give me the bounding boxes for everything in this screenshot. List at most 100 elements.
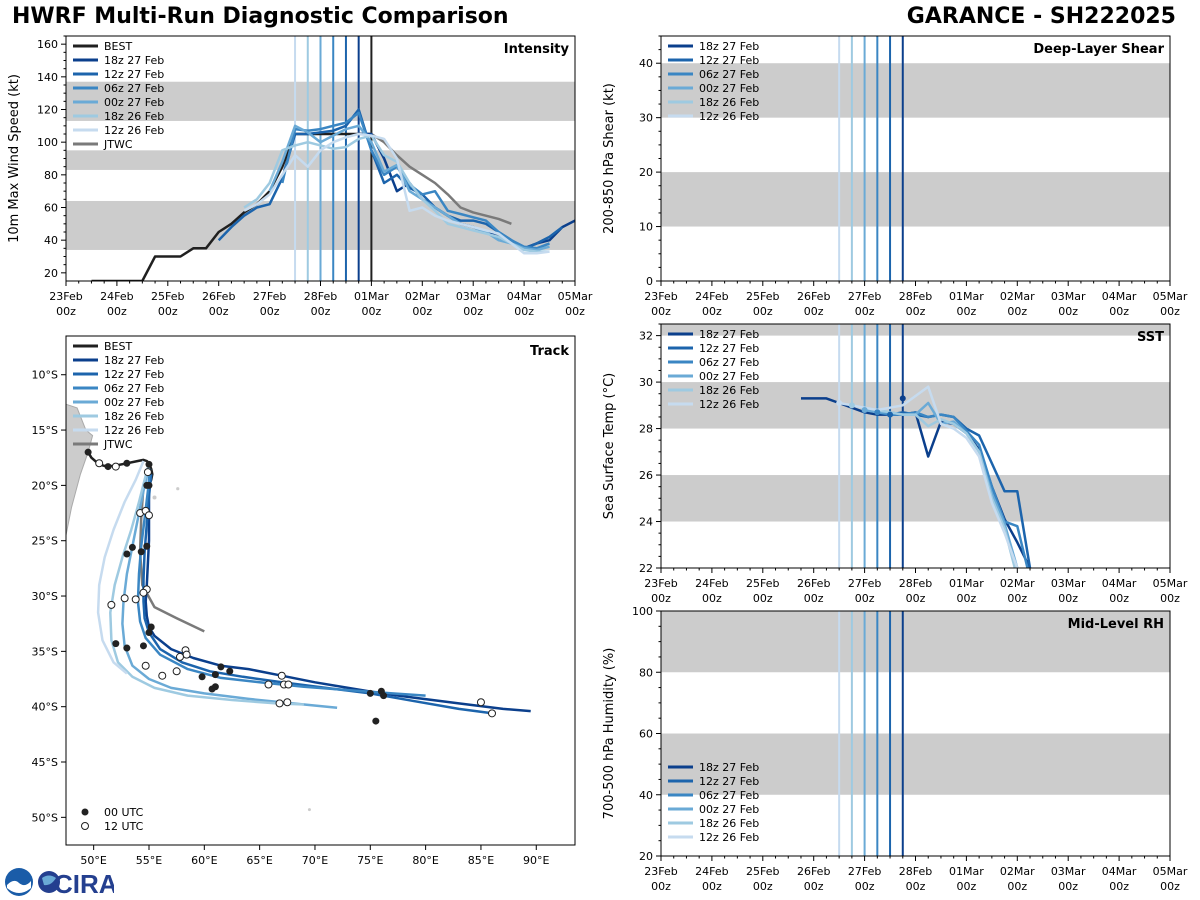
intensity-xtick-label: 00z <box>412 305 432 318</box>
intensity-legend-label: BEST <box>104 40 132 53</box>
rh-xtick-label: 03Mar <box>1051 865 1086 878</box>
shear-legend-label: 18z 27 Feb <box>699 40 759 53</box>
shear-xtick-label: 00z <box>651 305 671 318</box>
shear-xtick-label: 00z <box>753 305 773 318</box>
track-point-00utc <box>145 460 153 468</box>
intensity-ytick-label: 140 <box>37 71 58 84</box>
sst-ytick-label: 28 <box>639 423 653 436</box>
intensity-xtick-label: 02Mar <box>405 290 440 303</box>
track-point-00utc <box>123 644 131 652</box>
track-legend-label: 06z 27 Feb <box>104 382 164 395</box>
rh-legend-label: 06z 27 Feb <box>699 789 759 802</box>
shear-xtick-label: 05Mar <box>1153 290 1188 303</box>
sst-xtick-label: 05Mar <box>1153 577 1188 590</box>
marker-legend-00utc-label: 00 UTC <box>104 806 144 819</box>
rh-xtick-label: 05Mar <box>1153 865 1188 878</box>
shear-xtick-label: 00z <box>1058 305 1078 318</box>
track-point-12utc <box>120 594 129 603</box>
rh-ylabel: 700-500 hPa Humidity (%) <box>602 648 617 820</box>
rh-xtick-label: 00z <box>702 880 722 893</box>
track-legend-label: 12z 27 Feb <box>104 368 164 381</box>
track-point-12utc <box>111 462 120 471</box>
shear-band-1 <box>661 63 1170 118</box>
track-ytick-label: 40°S <box>32 701 58 714</box>
intensity-legend-label: 06z 27 Feb <box>104 82 164 95</box>
sst-xtick-label: 00z <box>804 592 824 605</box>
track-series-18z-27-feb <box>144 485 531 713</box>
shear-legend-label: 00z 27 Feb <box>699 82 759 95</box>
track-point-00utc <box>104 463 112 471</box>
shear-panel: 23Feb 00z 24Feb 00z 25Feb 00z 26Feb 00z 27Feb 00z… <box>602 35 1188 318</box>
shear-ytick-label: 10 <box>639 221 653 234</box>
track-panel-title: Track <box>530 344 569 359</box>
shear-ytick-label: 30 <box>639 112 653 125</box>
intensity-xtick-label: 04Mar <box>507 290 542 303</box>
track-point-00utc <box>366 689 374 697</box>
shear-legend-label: 06z 27 Feb <box>699 68 759 81</box>
track-xtick-label: 90°E <box>523 854 549 867</box>
track-point-00utc <box>128 543 136 551</box>
track-point-12utc <box>172 667 181 676</box>
rh-ytick-label: 100 <box>632 605 653 618</box>
track-point-00utc <box>123 550 131 558</box>
shear-panel-title: Deep-Layer Shear <box>1033 42 1164 57</box>
track-xtick-label: 75°E <box>357 854 383 867</box>
intensity-xtick-label: 27Feb <box>253 290 286 303</box>
rh-ytick-label: 60 <box>639 728 653 741</box>
sst-legend-label: 06z 27 Feb <box>699 356 759 369</box>
track-ytick-label: 15°S <box>32 424 58 437</box>
track-point-00utc <box>84 448 92 456</box>
rh-ytick-label: 40 <box>639 789 653 802</box>
track-ytick-label: 35°S <box>32 645 58 658</box>
rh-panel: 23Feb 00z 24Feb 00z 25Feb 00z 26Feb 00z 27Feb 00z… <box>602 605 1188 893</box>
intensity-xtick-label: 03Mar <box>456 290 491 303</box>
sst-init-marker-2 <box>861 406 868 413</box>
track-point-00utc <box>372 717 380 725</box>
track-point-12utc <box>143 468 152 477</box>
intensity-panel-title: Intensity <box>504 42 570 57</box>
track-series-06z-27-feb <box>136 468 426 697</box>
track-ytick-label: 20°S <box>32 479 58 492</box>
sst-xtick-label: 00z <box>957 592 977 605</box>
track-legend-label: BEST <box>104 340 132 353</box>
shear-xtick-label: 01Mar <box>949 290 984 303</box>
intensity-ylabel: 10m Max Wind Speed (kt) <box>7 74 22 243</box>
reunion-island <box>152 495 157 500</box>
track-point-12utc <box>141 661 150 670</box>
track-frame <box>65 335 576 846</box>
shear-xtick-label: 26Feb <box>797 290 830 303</box>
intensity-xtick-label: 05Mar <box>558 290 593 303</box>
noaa-wave-icon <box>7 880 31 893</box>
track-ytick-label: 50°S <box>32 811 58 824</box>
sst-ytick-label: 26 <box>639 469 653 482</box>
track-point-12utc <box>488 709 497 718</box>
track-point-00utc <box>123 459 131 467</box>
rh-xtick-label: 00z <box>957 880 977 893</box>
rh-xtick-label: 01Mar <box>949 865 984 878</box>
track-point-12utc <box>284 680 293 689</box>
sst-legend-label: 18z 26 Feb <box>699 384 759 397</box>
track-point-00utc <box>198 673 206 681</box>
track-legend-label: 18z 27 Feb <box>104 354 164 367</box>
sst-xtick-label: 27Feb <box>848 577 881 590</box>
intensity-ytick-label: 80 <box>44 169 58 182</box>
track-xtick-label: 70°E <box>302 854 328 867</box>
rh-xtick-label: 25Feb <box>746 865 779 878</box>
shear-legend-label: 12z 26 Feb <box>699 110 759 123</box>
sst-xtick-label: 24Feb <box>695 577 728 590</box>
sst-band-1 <box>661 382 1170 429</box>
intensity-xtick-label: 25Feb <box>151 290 184 303</box>
shear-xtick-label: 28Feb <box>899 290 932 303</box>
sst-init-marker-4 <box>887 411 894 418</box>
intensity-xtick-label: 24Feb <box>100 290 133 303</box>
shear-ytick-label: 40 <box>639 57 653 70</box>
sst-band-2 <box>661 324 1170 336</box>
track-xtick-label: 50°E <box>80 854 106 867</box>
track-point-00utc <box>137 548 145 556</box>
rh-legend-label: 18z 26 Feb <box>699 817 759 830</box>
rh-xtick-label: 23Feb <box>644 865 677 878</box>
intensity-legend-label: 18z 27 Feb <box>104 54 164 67</box>
rh-xtick-label: 00z <box>804 880 824 893</box>
sst-ytick-label: 30 <box>639 376 653 389</box>
shear-xtick-label: 00z <box>906 305 926 318</box>
